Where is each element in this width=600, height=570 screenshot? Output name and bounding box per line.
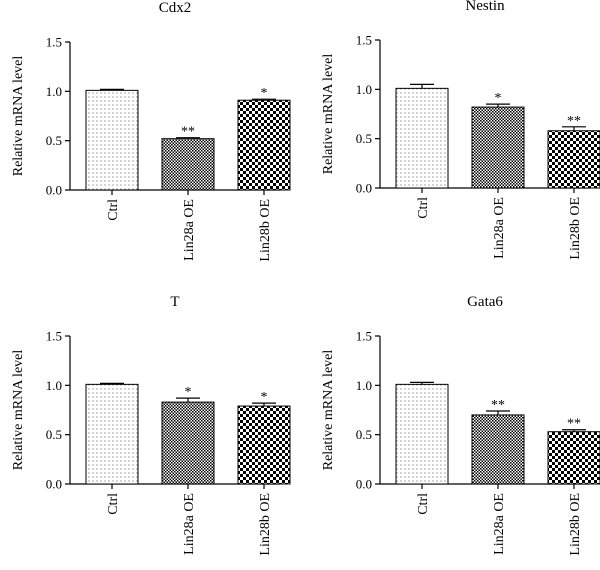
y-tick-label: 1.0 — [46, 84, 62, 99]
y-axis-label: Relative mRNA level — [11, 350, 26, 471]
bar-2 — [547, 130, 600, 189]
bar-1 — [161, 138, 215, 191]
y-tick-label: 0.5 — [356, 131, 372, 146]
x-tick-label: Ctrl — [416, 197, 431, 219]
y-axis-label: Relative mRNA level — [321, 350, 336, 471]
x-tick-label: Lin28b OE — [568, 493, 583, 556]
y-tick-label: 1.5 — [356, 33, 372, 48]
y-tick-label: 1.0 — [46, 378, 62, 393]
bar-2 — [237, 99, 291, 191]
x-tick-label: Lin28a OE — [492, 493, 507, 555]
chart-panel-3: Gata6 Relative mRNA level 0.0 0.5 1.0 1.5 Ctrl… — [321, 294, 600, 556]
bar-0 — [395, 87, 449, 189]
significance-marker: ** — [181, 125, 195, 140]
significance-marker: * — [185, 385, 192, 400]
bar-2 — [547, 431, 600, 485]
chart-title: Gata6 — [467, 294, 503, 310]
y-tick-label: 1.5 — [46, 35, 62, 50]
significance-marker: ** — [567, 417, 581, 432]
x-tick-label: Ctrl — [416, 493, 431, 515]
significance-marker: * — [495, 91, 502, 106]
bar-0 — [395, 383, 449, 485]
chart-panel-0: Cdx2 Relative mRNA level 0.0 0.5 1.0 1.5 Ctrl *… — [11, 0, 291, 262]
x-tick-label: Lin28a OE — [492, 197, 507, 259]
x-tick-label: Lin28a OE — [182, 199, 197, 261]
y-axis-label: Relative mRNA level — [321, 54, 336, 175]
y-tick-label: 0.0 — [46, 183, 62, 198]
y-axis-label: Relative mRNA level — [11, 56, 26, 177]
x-tick-label: Lin28b OE — [258, 199, 273, 262]
x-tick-label: Ctrl — [106, 199, 121, 221]
bar-2 — [237, 405, 291, 485]
y-tick-label: 0.5 — [356, 427, 372, 442]
chart-title: T — [170, 294, 179, 310]
significance-marker: * — [261, 86, 268, 101]
y-tick-label: 1.0 — [356, 82, 372, 97]
y-tick-label: 0.5 — [46, 427, 62, 442]
x-tick-label: Lin28b OE — [568, 197, 583, 260]
y-tick-label: 1.0 — [356, 378, 372, 393]
y-tick-label: 0.0 — [356, 477, 372, 492]
bar-1 — [471, 106, 525, 189]
bar-1 — [471, 414, 525, 485]
chart-panel-1: Nestin Relative mRNA level 0.0 0.5 1.0 1.5 Ctr… — [321, 0, 600, 260]
chart-title: Cdx2 — [159, 0, 192, 16]
y-tick-label: 1.5 — [356, 329, 372, 344]
y-tick-label: 0.0 — [46, 477, 62, 492]
y-tick-label: 1.5 — [46, 329, 62, 344]
chart-title: Nestin — [465, 0, 505, 14]
x-tick-label: Ctrl — [106, 493, 121, 515]
x-tick-label: Lin28a OE — [182, 493, 197, 555]
bar-1 — [161, 401, 215, 485]
significance-marker: * — [261, 390, 268, 405]
bar-0 — [85, 89, 139, 191]
y-tick-label: 0.0 — [356, 181, 372, 196]
y-tick-label: 0.5 — [46, 133, 62, 148]
significance-marker: ** — [567, 114, 581, 129]
significance-marker: ** — [491, 398, 505, 413]
chart-panel-2: T Relative mRNA level 0.0 0.5 1.0 1.5 Ctrl * Lin… — [11, 294, 291, 556]
x-tick-label: Lin28b OE — [258, 493, 273, 556]
bar-0 — [85, 383, 139, 485]
